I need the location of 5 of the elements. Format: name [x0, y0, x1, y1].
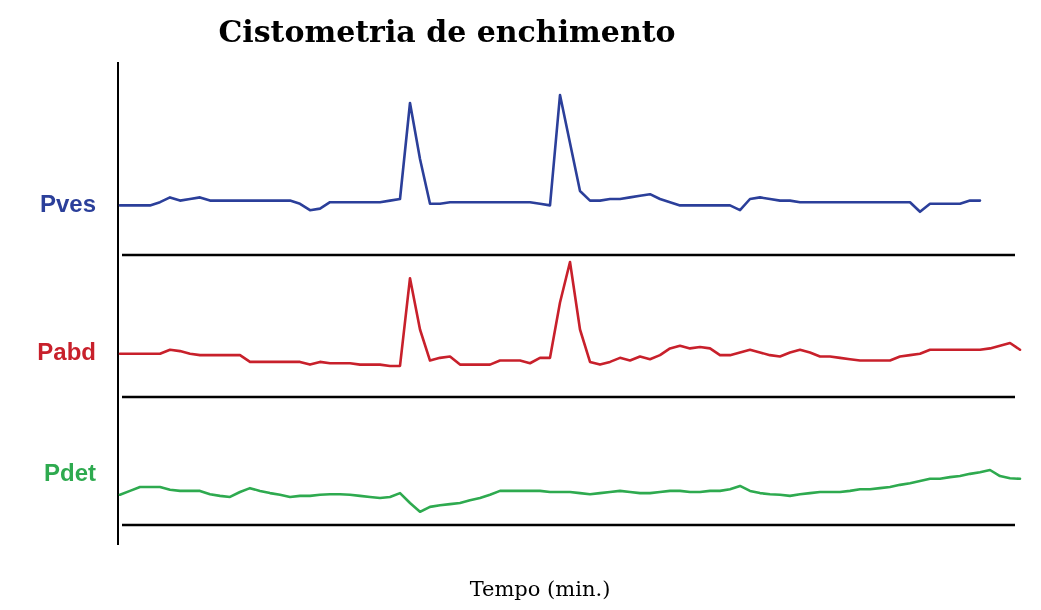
x-axis-title: Tempo (min.) — [469, 577, 611, 601]
series-label: Pabd — [37, 338, 96, 366]
series-label: Pves — [39, 189, 96, 217]
series-label: Pdet — [43, 459, 96, 487]
chart-title: Cistometria de enchimento — [218, 14, 676, 49]
